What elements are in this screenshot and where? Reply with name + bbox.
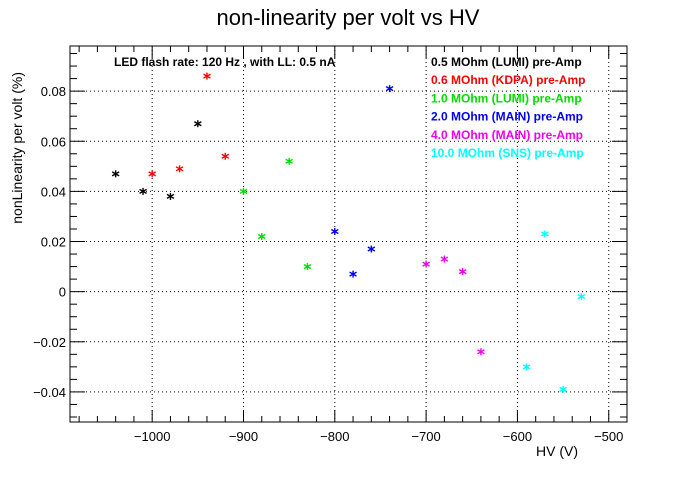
data-point [422, 260, 430, 268]
plot-frame [69, 45, 628, 423]
data-point [239, 187, 248, 195]
y-tick-label: 0 [59, 285, 66, 300]
x-tick-label: −900 [229, 429, 258, 444]
x-tick-label: −800 [320, 429, 349, 444]
data-point [477, 348, 485, 356]
x-tick-label: −600 [503, 429, 532, 444]
y-tick-label: −0.04 [33, 385, 66, 400]
chart-title: non-linearity per volt vs HV [217, 5, 480, 30]
data-point [559, 385, 567, 393]
x-tick-label: −1000 [134, 429, 171, 444]
data-point [303, 263, 312, 271]
data-point [458, 268, 467, 276]
chart-annotation: LED flash rate: 120 Hz , with LL: 0.5 nA [114, 55, 336, 69]
legend-entry: 4.0 MOhm (MAIN) pre-Amp [431, 128, 583, 142]
x-tick-label: −700 [411, 429, 440, 444]
data-point [385, 85, 394, 93]
legend-entry: 0.5 MOhm (LUMI) pre-Amp [431, 55, 582, 69]
x-tick-label: −500 [594, 429, 623, 444]
legend-entry: 10.0 MOhm (SNS) pre-Amp [431, 146, 584, 160]
data-point [577, 293, 586, 301]
data-point [285, 157, 293, 165]
data-point [540, 230, 549, 238]
legend: 0.5 MOhm (LUMI) pre-Amp 0.6 MOhm (KDPA) p… [431, 55, 585, 160]
x-axis-label: HV (V) [536, 443, 578, 459]
y-tick-label: 0.04 [41, 184, 66, 199]
data-points [111, 72, 586, 393]
data-point [148, 170, 157, 178]
data-point [193, 120, 202, 128]
y-tick-label: −0.02 [33, 335, 66, 350]
y-tick-label: 0.06 [41, 134, 66, 149]
data-point [367, 245, 376, 253]
data-point [139, 187, 147, 195]
data-point [175, 165, 184, 173]
data-point [111, 170, 120, 178]
tick-labels: −1000 −900 −800 −700 −600 −500 −0.04 −0.02 0 0.02… [33, 84, 623, 444]
y-tick-label: 0.08 [41, 84, 66, 99]
y-axis-label: nonLinearity per volt (%) [9, 72, 25, 224]
y-tick-label: 0.02 [41, 235, 66, 250]
axis-ticks [70, 46, 628, 422]
data-point [221, 152, 230, 160]
legend-entry: 1.0 MOhm (LUMI) pre-Amp [431, 91, 582, 105]
legend-entry: 2.0 MOhm (MAIN) pre-Amp [431, 110, 583, 124]
data-point [440, 255, 449, 263]
data-point [257, 233, 266, 241]
data-point [349, 270, 357, 278]
data-point [522, 363, 531, 371]
data-point [330, 227, 339, 235]
legend-entry: 0.6 MOhm (KDPA) pre-Amp [431, 73, 585, 87]
data-point [203, 72, 211, 80]
data-point [166, 192, 175, 200]
